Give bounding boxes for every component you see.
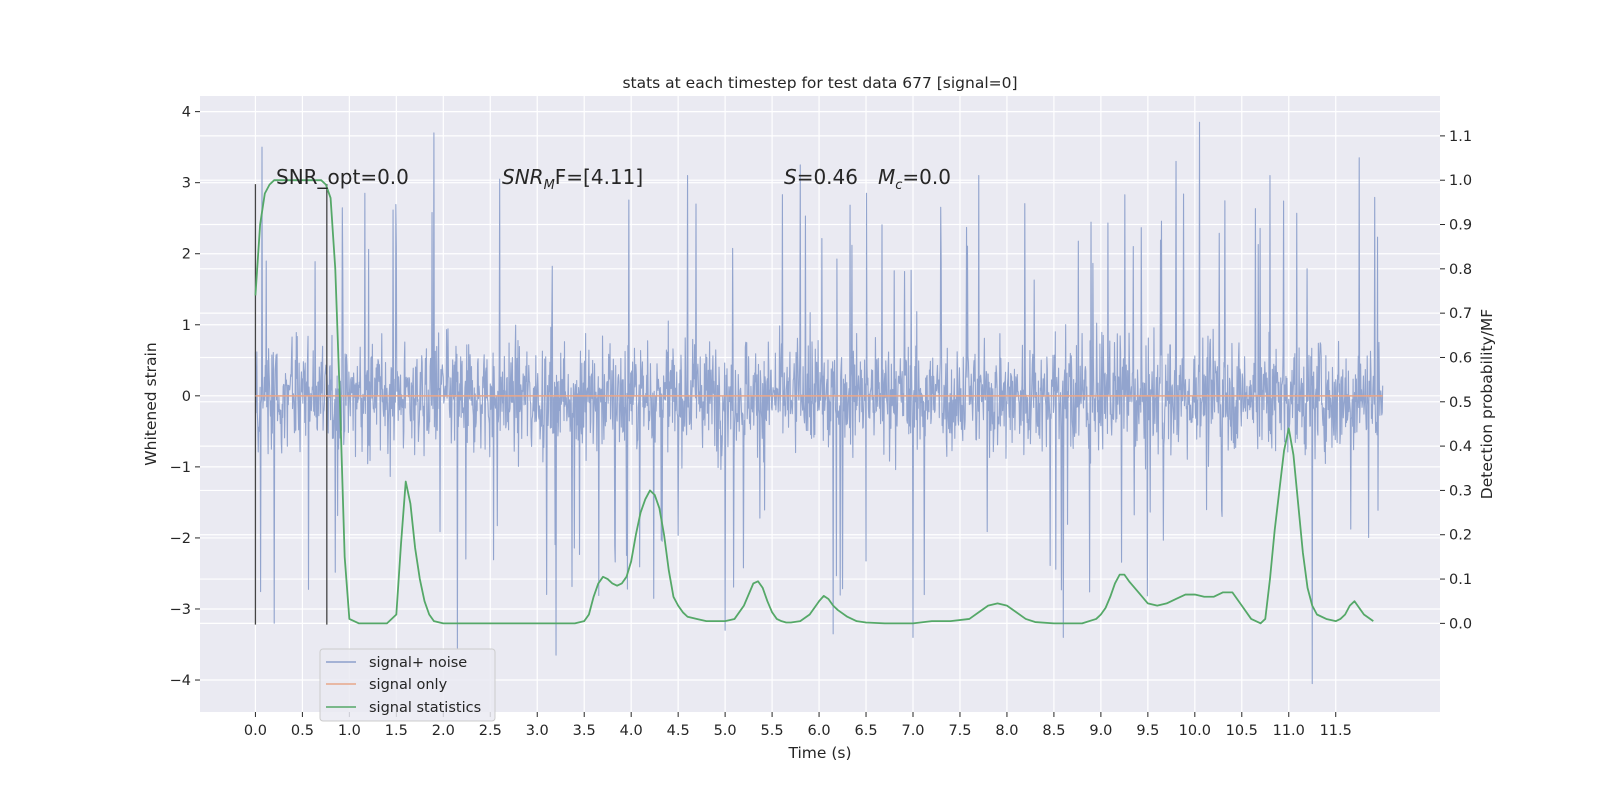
y-left-tick-label-4: 0 [182,389,191,405]
y-right-tick-label-6: 0.6 [1449,350,1472,366]
y-left-tick-label-6: 2 [182,247,191,263]
x-tick-label-16: 8.0 [995,723,1018,739]
x-tick-label-0: 0.0 [244,723,267,739]
y-left-tick-label-5: 1 [182,318,191,334]
legend-label-signal-statistics: signal statistics [369,700,481,716]
x-axis-ticks: 0.0 0.5 1.0 1.5 2.0 2.5 3.0 3.5 4.0 4.5 5.0 5.5 6.0 6… [244,712,1352,739]
x-tick-label-15: 7.5 [948,723,971,739]
annotation-s: S=0.46 [784,165,858,189]
y-right-tick-label-3: 0.3 [1449,483,1472,499]
legend-box [319,648,496,722]
y-left-tick-label-1: −3 [170,602,191,618]
y-left-axis-title: Whitened strain [142,342,160,465]
legend-label-signal-only: signal only [369,677,448,693]
y-right-tick-label-10: 1.0 [1449,173,1472,189]
y-left-tick-label-3: −1 [170,460,191,476]
annotation-mc: Mc=0.0 [878,165,951,193]
y-left-tick-label-7: 3 [182,176,191,192]
x-tick-label-20: 10.0 [1179,723,1211,739]
x-tick-label-18: 9.0 [1089,723,1112,739]
legend-label-signal-noise: signal+ noise [369,655,467,671]
x-tick-label-21: 10.5 [1226,723,1258,739]
y-right-tick-label-0: 0.0 [1449,616,1472,632]
y-right-tick-label-11: 1.1 [1449,129,1472,145]
signal-statistics-line [254,179,1374,625]
y-right-tick-label-9: 0.9 [1449,218,1472,234]
x-tick-label-5: 2.5 [479,723,502,739]
y-right-tick-label-4: 0.4 [1449,439,1472,455]
chart-title: stats at each timestep for test data 677… [622,74,1017,92]
x-tick-label-13: 6.5 [854,723,877,739]
x-tick-label-22: 11.0 [1273,723,1305,739]
x-axis-title: Time (s) [787,744,851,762]
x-tick-label-9: 4.5 [667,723,690,739]
x-tick-label-12: 6.0 [808,723,831,739]
annotation-snr-mf-sub: M [544,178,555,193]
y-right-tick-label-2: 0.2 [1449,528,1472,544]
y-left-tick-label-8: 4 [182,105,191,121]
x-tick-label-17: 8.5 [1042,723,1065,739]
y-left-tick-label-0: −4 [170,673,191,689]
annotation-mc-rest: =0.0 [902,165,951,189]
y-right-tick-label-7: 0.7 [1449,306,1472,322]
signal-noise-line [254,121,1384,685]
x-tick-label-7: 3.5 [573,723,596,739]
annotation-snr-mf-base: SNR [502,165,544,189]
x-tick-label-4: 2.0 [432,723,455,739]
x-tick-label-8: 4.0 [620,723,643,739]
annotation-s-base: S [784,165,797,189]
annotation-snr-mf: SNRMF=[4.11] [502,165,643,193]
annotation-s-rest: =0.46 [797,165,858,189]
annotation-snr-mf-rest: F=[4.11] [555,165,643,189]
y-left-tick-label-2: −2 [170,531,191,547]
y-right-tick-label-1: 0.1 [1449,572,1472,588]
y-right-tick-label-5: 0.5 [1449,395,1472,411]
y-right-axis-title: Detection probability/MF [1478,309,1496,500]
legend: signal+ noise signal only signal statist… [319,648,496,722]
annotation-mc-sub: c [895,178,902,193]
x-tick-label-1: 0.5 [291,723,314,739]
annotation-snr-opt: SNR_opt=0.0 [276,165,409,189]
x-tick-label-14: 7.0 [901,723,924,739]
y-right-axis-ticks: 0.0 0.1 0.2 0.3 0.4 0.5 0.6 0.7 0.8 0.9 1.0 1.1 [1440,129,1472,632]
x-tick-label-6: 3.0 [526,723,549,739]
y-left-axis-ticks: −4 −3 −2 −1 0 1 2 3 4 [170,105,200,689]
y-right-tick-label-8: 0.8 [1449,262,1472,278]
signal-statistics-series [254,179,1374,625]
x-tick-label-3: 1.5 [385,723,408,739]
x-tick-label-10: 5.0 [714,723,737,739]
x-tick-label-11: 5.5 [761,723,784,739]
annotation-mc-base: M [878,165,895,189]
signal-noise-series [254,121,1384,685]
x-tick-label-23: 11.5 [1320,723,1352,739]
x-tick-label-2: 1.0 [338,723,361,739]
x-tick-label-19: 9.5 [1136,723,1159,739]
